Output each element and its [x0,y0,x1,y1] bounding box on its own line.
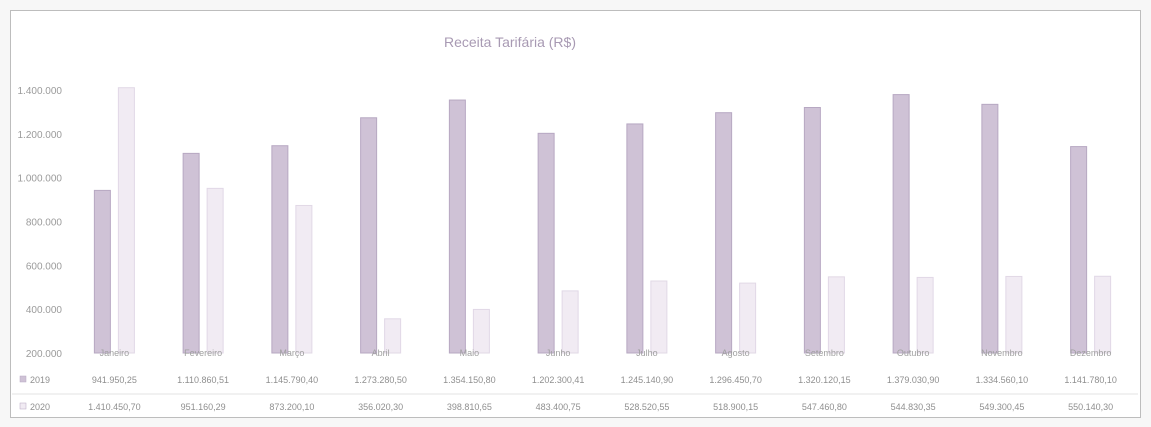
data-label-2020: 549.300,45 [979,402,1024,412]
category-label: Agosto [722,348,750,358]
bar-2019-dezembro [1070,146,1088,354]
legend-swatch-2019 [19,375,27,383]
y-tick-label: 400.000 [26,305,63,316]
bar-2019-junho [537,132,555,354]
y-tick-label: 800.000 [26,218,63,229]
bar-2020-abril [384,318,402,354]
bar-2020-outubro [916,276,934,354]
y-tick-label: 1.200.000 [18,130,63,141]
data-label-2020: 873.200,10 [269,402,314,412]
data-label-2020: 1.410.450,70 [88,402,141,412]
data-label-2020: 356.020,30 [358,402,403,412]
data-label-2019: 941.950,25 [92,375,137,385]
category-label: Janeiro [100,348,130,358]
category-label: Março [279,348,304,358]
data-label-2020: 398.810,65 [447,402,492,412]
bar-2020-janeiro [117,87,135,354]
category-label: Junho [546,348,571,358]
data-label-2019: 1.245.140,90 [621,375,674,385]
data-label-2019: 1.110.860,51 [177,375,229,385]
y-tick-label: 200.000 [26,349,63,360]
data-label-2020: 951.160,29 [181,402,226,412]
category-label: Outubro [897,348,930,358]
bar-2019-janeiro [93,189,111,354]
data-label-2019: 1.354.150,80 [443,375,496,385]
data-label-2019: 1.141.780,10 [1064,375,1117,385]
bar-2019-julho [626,123,644,354]
bar-2019-outubro [892,94,910,354]
bar-2020-julho [650,280,668,354]
bar-2019-fevereiro [182,152,200,354]
legend-label-2020: 2020 [30,402,50,412]
data-label-2020: 528.520,55 [624,402,669,412]
bar-2020-março [295,204,313,354]
category-label: Novembro [981,348,1023,358]
data-label-2020: 518.900,15 [713,402,758,412]
data-label-2019: 1.379.030,90 [887,375,940,385]
y-tick-label: 600.000 [26,261,63,272]
bar-2019-março [271,145,289,354]
data-label-2019: 1.145.790,40 [266,375,319,385]
bar-2020-agosto [739,282,757,354]
bar-2020-junho [561,290,579,354]
data-label-2019: 1.273.280,50 [354,375,407,385]
bar-2019-agosto [715,112,733,354]
bar-2020-fevereiro [206,187,224,354]
category-label: Maio [460,348,480,358]
chart-title: Receita Tarifária (R$) [444,34,576,50]
bar-2019-novembro [981,103,999,354]
category-label: Fevereiro [184,348,222,358]
data-label-2019: 1.202.300,41 [532,375,585,385]
data-label-2020: 544.830,35 [891,402,936,412]
category-label: Dezembro [1070,348,1112,358]
category-label: Abril [372,348,390,358]
bar-2020-maio [472,308,490,354]
category-label: Setembro [805,348,844,358]
data-label-2020: 547.460,80 [802,402,847,412]
data-label-2019: 1.296.450,70 [709,375,762,385]
bar-2019-setembro [803,107,821,354]
data-label-2019: 1.334.560,10 [976,375,1029,385]
data-label-2020: 483.400,75 [536,402,581,412]
y-tick-label: 1.000.000 [18,174,63,185]
bar-2020-dezembro [1094,275,1112,354]
legend-swatch-2020 [19,402,27,410]
category-label: Julho [636,348,658,358]
bar-2019-abril [360,117,378,354]
data-label-2019: 1.320.120,15 [798,375,851,385]
y-tick-label: 1.400.000 [18,86,63,97]
data-label-2020: 550.140,30 [1068,402,1113,412]
bar-2020-novembro [1005,275,1023,354]
bar-2019-maio [448,99,466,354]
bar-2020-setembro [827,276,845,354]
legend-label-2019: 2019 [30,375,50,385]
